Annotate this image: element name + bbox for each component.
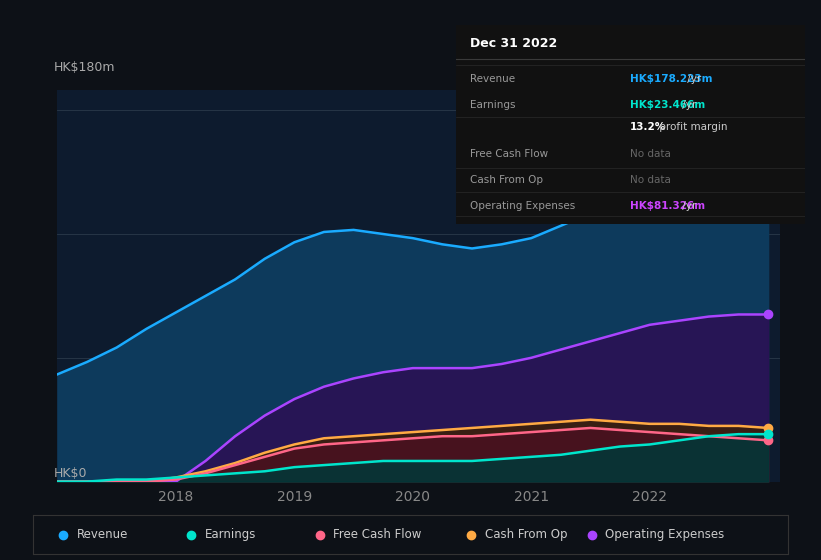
- Text: Cash From Op: Cash From Op: [484, 528, 567, 542]
- Text: Operating Expenses: Operating Expenses: [470, 201, 575, 211]
- Text: Cash From Op: Cash From Op: [470, 175, 543, 185]
- Text: Earnings: Earnings: [205, 528, 256, 542]
- Text: Operating Expenses: Operating Expenses: [605, 528, 725, 542]
- Text: HK$0: HK$0: [54, 466, 87, 479]
- Text: HK$180m: HK$180m: [54, 61, 116, 74]
- Text: Free Cash Flow: Free Cash Flow: [333, 528, 422, 542]
- Text: /yr: /yr: [679, 201, 696, 211]
- Text: HK$178.223m: HK$178.223m: [631, 74, 713, 84]
- Text: /yr: /yr: [684, 74, 701, 84]
- Text: No data: No data: [631, 150, 671, 160]
- Text: /yr: /yr: [679, 100, 696, 110]
- Text: Revenue: Revenue: [76, 528, 128, 542]
- Text: No data: No data: [631, 175, 671, 185]
- Text: HK$81.326m: HK$81.326m: [631, 201, 705, 211]
- Text: Revenue: Revenue: [470, 74, 515, 84]
- Text: Free Cash Flow: Free Cash Flow: [470, 150, 548, 160]
- Text: Dec 31 2022: Dec 31 2022: [470, 37, 557, 50]
- Text: HK$23.466m: HK$23.466m: [631, 100, 705, 110]
- Text: Earnings: Earnings: [470, 100, 515, 110]
- Text: profit margin: profit margin: [656, 122, 727, 132]
- Text: 13.2%: 13.2%: [631, 122, 667, 132]
